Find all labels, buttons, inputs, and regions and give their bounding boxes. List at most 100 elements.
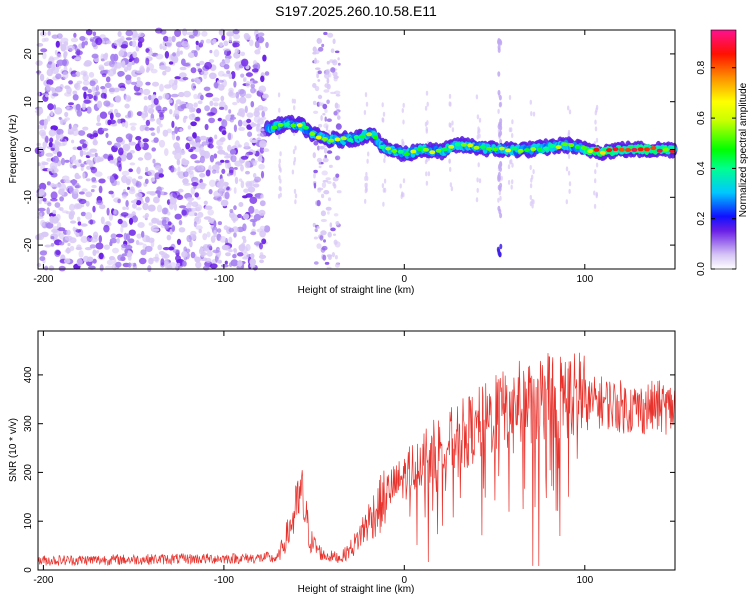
noise-speckle xyxy=(99,264,104,272)
noise-speckle xyxy=(117,156,122,163)
noise-speckle xyxy=(148,257,154,265)
noise-speckle xyxy=(87,88,92,94)
noise-speckle xyxy=(228,36,233,43)
noise-speckle xyxy=(322,254,327,261)
noise-speckle xyxy=(233,124,237,133)
noise-speckle xyxy=(59,207,64,212)
noise-speckle xyxy=(193,102,198,108)
ridge-peak xyxy=(404,152,410,157)
streak-speckle xyxy=(594,110,597,116)
noise-speckle xyxy=(189,240,193,248)
x-tick-label: 0 xyxy=(402,575,408,586)
noise-speckle xyxy=(176,158,181,166)
x-tick-label: 0 xyxy=(402,274,408,285)
noise-speckle xyxy=(224,58,231,64)
noise-speckle xyxy=(209,100,214,107)
noise-speckle xyxy=(333,111,338,116)
streak-speckle xyxy=(511,133,514,138)
noise-speckle xyxy=(219,236,227,243)
noise-speckle xyxy=(162,106,168,112)
streak-speckle xyxy=(426,101,429,107)
streak-speckle xyxy=(294,145,297,151)
noise-speckle xyxy=(150,177,156,182)
noise-speckle xyxy=(262,93,269,99)
noise-speckle xyxy=(178,188,184,193)
noise-speckle xyxy=(159,113,165,121)
noise-speckle xyxy=(230,155,237,163)
noise-speckle xyxy=(337,115,341,120)
noise-speckle xyxy=(105,220,111,225)
noise-speckle xyxy=(92,139,98,146)
noise-speckle xyxy=(137,157,144,161)
noise-speckle xyxy=(46,83,52,91)
noise-speckle xyxy=(121,175,128,184)
noise-speckle xyxy=(168,61,174,65)
noise-speckle xyxy=(325,68,331,74)
noise-speckle xyxy=(94,152,98,157)
noise-speckle xyxy=(240,155,249,160)
streak-speckle xyxy=(507,164,511,170)
streak-speckle xyxy=(402,102,405,108)
noise-speckle xyxy=(206,231,211,238)
noise-speckle xyxy=(139,141,144,148)
noise-speckle xyxy=(323,239,326,243)
colorbar-tick-label: 0.4 xyxy=(696,161,707,175)
noise-speckle xyxy=(181,58,186,66)
ridge-peak xyxy=(644,147,650,152)
noise-speckle xyxy=(158,139,166,148)
noise-speckle xyxy=(75,103,81,111)
noise-speckle xyxy=(334,50,340,54)
noise-speckle xyxy=(81,41,85,49)
ridge-peak xyxy=(580,145,587,150)
noise-speckle xyxy=(82,143,88,149)
noise-speckle xyxy=(128,229,136,236)
noise-speckle xyxy=(263,225,271,233)
noise-speckle xyxy=(327,32,334,38)
noise-speckle xyxy=(88,71,95,78)
noise-speckle xyxy=(201,141,208,146)
noise-speckle xyxy=(257,32,265,37)
noise-speckle xyxy=(330,67,336,73)
noise-speckle xyxy=(245,72,253,77)
noise-speckle xyxy=(202,233,208,241)
noise-speckle xyxy=(75,50,83,56)
noise-speckle xyxy=(113,39,120,47)
noise-speckle xyxy=(106,140,113,146)
noise-speckle xyxy=(156,204,163,213)
noise-speckle xyxy=(80,163,85,168)
noise-speckle xyxy=(255,33,259,42)
noise-speckle xyxy=(172,191,181,199)
noise-speckle xyxy=(228,236,233,244)
noise-speckle xyxy=(194,192,199,198)
noise-speckle xyxy=(222,48,231,52)
noise-speckle xyxy=(169,196,177,205)
streak-speckle xyxy=(451,120,454,126)
noise-speckle xyxy=(127,186,130,190)
noise-speckle xyxy=(92,31,97,37)
noise-speckle xyxy=(335,221,340,226)
streak-speckle xyxy=(497,205,501,212)
streak-speckle xyxy=(279,186,282,192)
ridge-peak xyxy=(372,135,379,140)
noise-speckle xyxy=(152,158,156,164)
noise-speckle xyxy=(128,141,136,146)
noise-speckle xyxy=(186,197,195,202)
noise-speckle xyxy=(46,115,51,122)
noise-speckle xyxy=(329,222,333,228)
noise-speckle xyxy=(103,62,110,67)
noise-speckle xyxy=(152,81,159,87)
noise-speckle xyxy=(46,181,51,186)
noise-speckle xyxy=(127,262,132,268)
noise-speckle xyxy=(143,105,148,113)
streak-speckle xyxy=(382,201,385,207)
noise-speckle xyxy=(318,46,324,52)
streak-speckle xyxy=(448,158,451,164)
noise-speckle xyxy=(58,188,64,195)
noise-speckle xyxy=(174,213,182,220)
noise-speckle xyxy=(118,147,124,156)
noise-speckle xyxy=(243,188,249,193)
noise-speckle xyxy=(200,39,204,45)
noise-speckle xyxy=(159,123,163,128)
ridge-peak xyxy=(416,147,423,152)
noise-speckle xyxy=(83,61,91,67)
